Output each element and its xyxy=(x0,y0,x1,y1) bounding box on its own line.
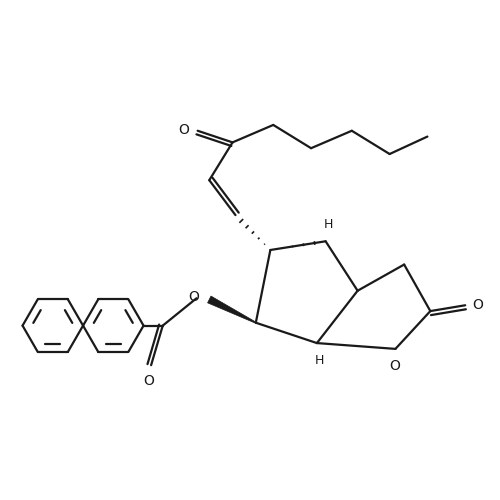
Text: O: O xyxy=(389,360,400,374)
Text: O: O xyxy=(143,374,154,388)
Polygon shape xyxy=(208,296,256,323)
Text: O: O xyxy=(188,290,199,304)
Text: O: O xyxy=(472,298,483,312)
Text: H: H xyxy=(324,218,333,231)
Text: H: H xyxy=(315,354,324,366)
Text: O: O xyxy=(178,122,190,136)
